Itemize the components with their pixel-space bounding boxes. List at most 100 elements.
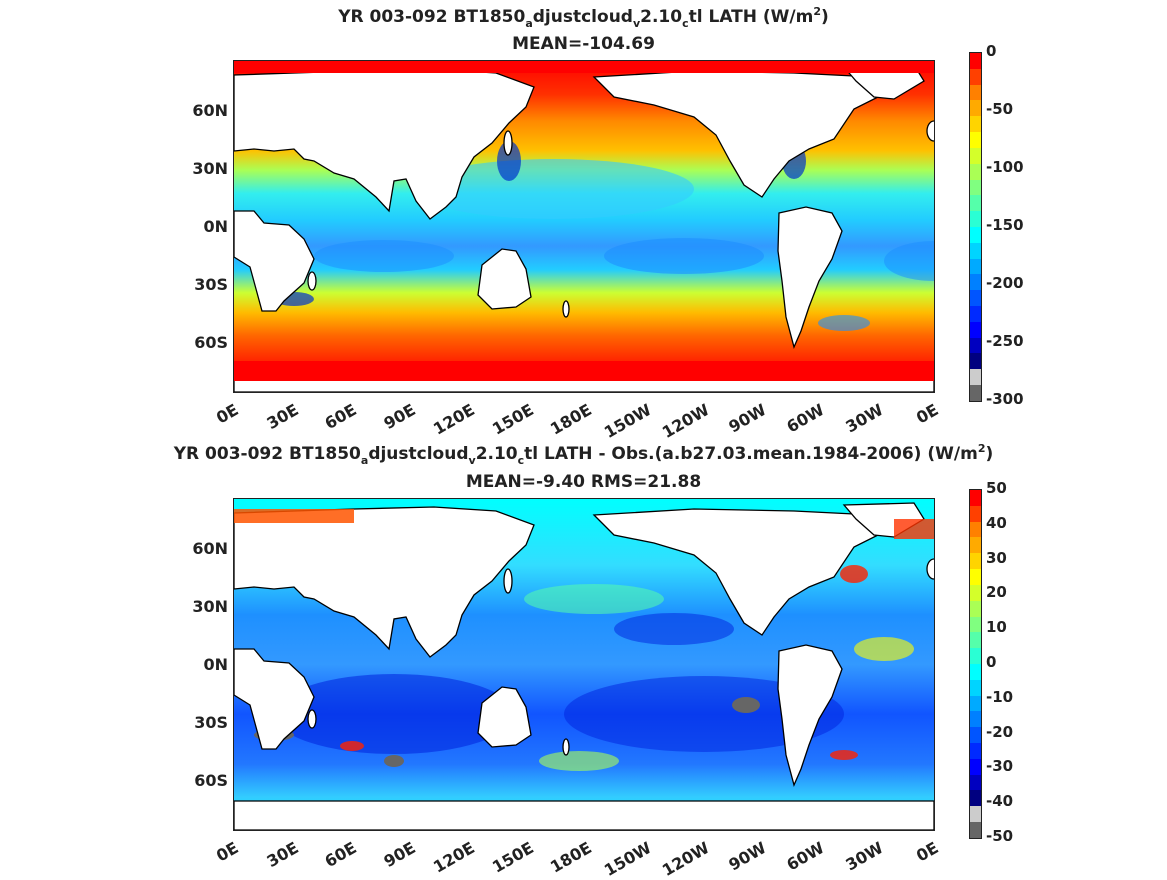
chart-2-lon-tick: 150E: [488, 838, 537, 877]
chart-1-map: [233, 60, 935, 393]
chart-1-map-svg: [234, 61, 934, 392]
chart-2-map: [233, 498, 935, 831]
colorbar-swatch: [970, 100, 981, 117]
chart-2-colorbar-tick: 50: [986, 479, 1007, 497]
colorbar-swatch: [970, 663, 981, 680]
chart-2-colorbar-tick: -20: [986, 722, 1014, 741]
chart-2-lon-tick: 60W: [783, 838, 828, 875]
land-madagascar: [307, 271, 317, 291]
chart-2-colorbar-tick: -30: [986, 757, 1014, 776]
chart-2-lon-tick: 0E: [213, 838, 242, 866]
chart-2-lon-tick: 0E: [913, 838, 942, 866]
land-eurasia: [234, 506, 535, 658]
chart-2-feature: [524, 584, 664, 614]
chart-2-lat-tick: 0N: [203, 655, 228, 674]
colorbar-swatch: [970, 695, 981, 712]
chart-1-lon-tick: 0E: [913, 400, 942, 428]
chart-2-lon-tick: 90E: [380, 838, 419, 872]
land-south-america: [777, 644, 843, 787]
chart-1-title: YR 003-092 BT1850adjustcloudv2.10ctl LAT…: [338, 5, 829, 30]
colorbar-swatch: [970, 584, 981, 601]
land-australia: [477, 248, 532, 310]
colorbar-swatch: [970, 743, 981, 759]
chart-1-colorbar-tick: -50: [986, 100, 1014, 118]
chart-2-feature: [274, 674, 514, 754]
chart-2-lon-tick: 120E: [430, 838, 479, 877]
chart-1-lon-tick: 60E: [321, 400, 361, 434]
chart-2-colorbar-tick: -40: [986, 792, 1014, 811]
colorbar-swatch: [970, 132, 981, 148]
chart-1-lat-tick: 0N: [203, 217, 228, 236]
chart-1-lat-tick: 60S: [194, 333, 228, 352]
colorbar-swatch: [970, 553, 981, 570]
colorbar-swatch: [970, 822, 981, 838]
colorbar-swatch: [970, 600, 981, 617]
chart-2-lon-tick: 120W: [658, 838, 713, 880]
chart-2-lat-tick: 60S: [194, 771, 228, 790]
chart-2-feature: [614, 613, 734, 645]
colorbar-swatch: [970, 616, 981, 633]
chart-2-arctic-anomaly: [894, 519, 934, 539]
colorbar-swatch: [970, 537, 981, 554]
chart-2-map-svg: [234, 499, 934, 830]
chart-2-arctic-anomaly: [234, 509, 354, 523]
chart-2-colorbar-tick: 30: [986, 548, 1007, 567]
land-madagascar: [307, 709, 317, 729]
land-eurasia: [234, 68, 535, 220]
land-japan: [503, 568, 513, 594]
colorbar-swatch: [970, 306, 981, 322]
chart-1-lat-tick: 30N: [192, 159, 228, 178]
chart-2-colorbar-tick: 10: [986, 618, 1007, 637]
colorbar-swatch: [970, 774, 981, 791]
chart-2-colorbar-tick: -50: [986, 827, 1014, 845]
colorbar-swatch: [970, 53, 981, 69]
chart-1-colorbar-tick: -100: [986, 158, 1024, 176]
chart-2-colorbar-tick: 0: [986, 653, 997, 671]
colorbar-swatch: [970, 790, 981, 807]
chart-2-lon-tick: 60E: [321, 838, 361, 872]
land-uk: [926, 120, 934, 142]
chart-1-lon-tick: 60W: [783, 400, 828, 437]
colorbar-swatch: [970, 353, 981, 370]
chart-1-lon-tick: 30E: [263, 400, 302, 434]
colorbar-swatch: [970, 68, 981, 85]
chart-2-feature: [564, 676, 844, 752]
land-africa: [234, 210, 315, 312]
colorbar-swatch: [970, 116, 981, 133]
colorbar-swatch: [970, 806, 981, 823]
colorbar-swatch: [970, 274, 981, 291]
chart-1-subtitle: MEAN=-104.69: [512, 34, 655, 54]
land-new-zealand: [562, 738, 570, 756]
chart-1-lon-tick: 180E: [547, 400, 595, 439]
land-uk: [926, 558, 934, 580]
chart-1-lat-tick: 30S: [194, 275, 228, 294]
land-japan: [503, 130, 513, 156]
colorbar-swatch: [970, 84, 981, 101]
land-australia: [477, 686, 532, 748]
chart-1-colorbar: [969, 52, 982, 402]
chart-1-feature: [884, 241, 934, 281]
colorbar-swatch: [970, 569, 981, 585]
chart-2-title: YR 003-092 BT1850adjustcloudv2.10ctl LAT…: [173, 442, 994, 467]
chart-1-arctic-ice: [234, 61, 934, 73]
chart-1-colorbar-tick: -150: [986, 216, 1024, 234]
colorbar-swatch: [970, 632, 981, 649]
chart-1-antarctic-margin: [234, 361, 934, 381]
chart-2-feature: [830, 750, 858, 760]
colorbar-swatch: [970, 242, 981, 259]
chart-2-lon-tick: 30W: [841, 838, 886, 875]
land-new-zealand: [562, 300, 570, 318]
colorbar-swatch: [970, 758, 981, 775]
chart-1-lon-tick: 30W: [841, 400, 886, 437]
chart-2-colorbar-tick: -10: [986, 687, 1014, 706]
colorbar-swatch: [970, 321, 981, 338]
chart-2-lon-tick: 90W: [725, 838, 770, 875]
chart-2-feature: [854, 637, 914, 661]
chart-2-feature: [539, 751, 619, 771]
chart-2-lat-tick: 30S: [194, 713, 228, 732]
chart-1-colorbar-tick: -300: [986, 390, 1024, 408]
colorbar-swatch: [970, 727, 981, 743]
colorbar-swatch: [970, 147, 981, 164]
chart-1-lon-tick: 120E: [430, 400, 479, 439]
colorbar-swatch: [970, 211, 981, 227]
